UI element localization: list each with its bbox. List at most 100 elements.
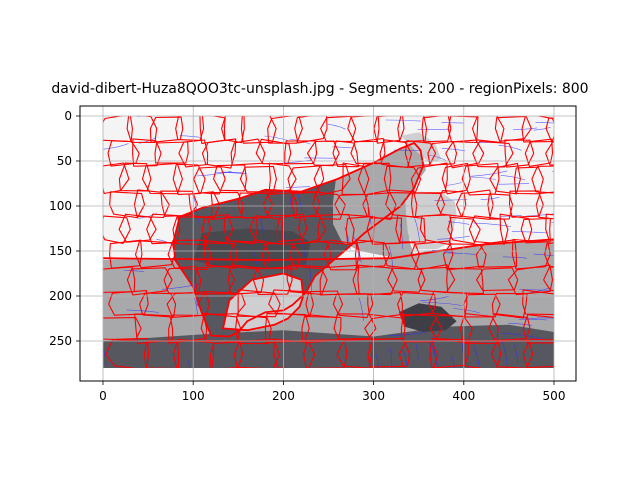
flow-line [471,176,496,180]
flow-line [474,222,511,227]
segment-cell [524,138,554,167]
segment-cell [447,116,479,144]
flow-line [390,348,393,368]
segment-cell [133,189,170,219]
flow-line [419,295,450,302]
flow-line [187,359,191,368]
x-tick-label: 500 [543,389,566,403]
flow-line [126,309,160,313]
flow-line [179,135,202,138]
segment-cell [163,265,202,294]
segment-cell [487,193,514,220]
segment-cell [535,191,554,220]
y-axis-ticks: 0 50 100 150 200 250 [49,109,80,348]
flow-line [437,235,470,240]
segment-cell [472,140,514,168]
segment-cell [306,140,340,167]
y-tick-label: 100 [49,199,72,213]
segment-cell [520,217,551,244]
flow-line [300,238,307,267]
segment-cell [333,313,377,340]
x-tick-label: 300 [362,389,385,403]
flow-line [514,344,519,364]
flow-line [551,222,554,223]
segment-cell [543,266,554,292]
segment-cell [445,139,485,169]
segment-cell [108,290,149,316]
flow-line [511,231,549,234]
flow-line [388,246,394,270]
darkest-band-region [193,228,311,269]
segment-cell [419,214,453,246]
flow-line [308,265,313,293]
segment-cell [522,338,554,368]
segment-cell [312,191,346,220]
flow-line [375,354,379,368]
flow-line [223,171,244,174]
flow-line [289,195,292,210]
flow-line [526,213,554,217]
flow-line [156,239,172,245]
flow-line [388,331,427,337]
flow-line [519,289,551,291]
flow-line [400,224,404,250]
y-tick-label: 150 [49,244,72,258]
segment-cell [464,339,502,368]
flow-line [450,354,455,368]
segment-cell [213,164,247,192]
flow-line [469,170,508,177]
flow-line [441,122,465,124]
flow-line [259,218,265,240]
segment-cell [235,314,272,345]
segment-cell [223,216,258,245]
segment-cell [455,189,494,220]
flow-line [264,135,289,141]
flow-line [552,170,554,172]
segment-cell [362,192,397,220]
flow-line [161,283,200,290]
segment-cell [267,116,303,144]
segment-cell [400,313,443,343]
segment-cell [446,267,484,295]
flow-line [501,332,542,339]
segment-cell [109,191,146,219]
segment-cell [188,191,221,219]
segment-cell [410,192,446,218]
segment-cell [421,116,452,143]
segment-cell [237,289,281,318]
segment-cell [336,338,373,368]
flow-line [480,197,500,200]
flow-line [402,348,408,366]
segment-cell [410,162,448,194]
segment-cell [193,166,226,195]
flow-line [533,127,551,131]
x-tick-label: 200 [272,389,295,403]
segment-cell [397,116,428,143]
segment-cell [201,214,234,245]
y-tick-label: 0 [64,109,72,123]
mid-gray-figure-region [333,144,426,258]
segment-cell [203,239,238,269]
flow-line [414,218,420,242]
segment-cell [491,293,528,319]
segment-cell [397,292,436,317]
dark-patch-region [398,303,457,332]
segment-cell [395,214,426,243]
flow-line [537,317,554,319]
segment-cell [352,264,398,296]
flow-line [466,361,469,368]
flow-line [422,301,462,306]
segment-cell [197,291,246,316]
segment-cell [240,116,277,144]
segment-cell [194,265,235,295]
flow-line [535,122,554,124]
plot-frame [79,105,577,382]
flow-line [530,287,550,293]
segment-cell [118,213,157,243]
flow-line [285,186,311,188]
segment-cell [507,264,554,296]
segment-cell [367,292,403,319]
flow-line [501,340,508,368]
segment-cell [249,215,283,245]
segment-cell [468,215,509,245]
